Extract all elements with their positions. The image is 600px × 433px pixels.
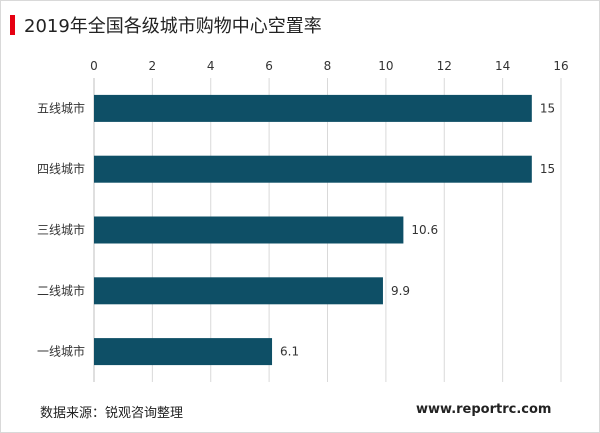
x-tick-label: 0: [90, 59, 98, 73]
data-label: 9.9: [391, 284, 410, 298]
bar: [94, 277, 383, 305]
x-tick-label: 4: [207, 59, 215, 73]
data-label: 10.6: [411, 223, 438, 237]
bar: [94, 155, 532, 183]
data-source: 数据来源：锐观咨询整理: [40, 406, 184, 421]
chart-title: 2019年全国各级城市购物中心空置率: [24, 16, 322, 37]
x-tick-label: 12: [437, 59, 452, 73]
x-tick-label: 14: [495, 59, 510, 73]
category-label: 一线城市: [37, 344, 85, 359]
category-label: 三线城市: [37, 222, 85, 237]
website-label: www.reportrc.com: [416, 402, 552, 417]
category-label: 五线城市: [37, 100, 85, 115]
category-label: 二线城市: [37, 283, 85, 298]
title-accent-bar: [10, 15, 15, 35]
data-label: 15: [540, 101, 555, 115]
x-tick-label: 2: [149, 59, 157, 73]
data-label: 15: [540, 162, 555, 176]
bar: [94, 216, 404, 244]
category-label: 四线城市: [37, 161, 85, 176]
x-tick-label: 6: [265, 59, 273, 73]
bar: [94, 94, 532, 122]
data-label: 6.1: [280, 345, 299, 359]
x-tick-label: 8: [324, 59, 332, 73]
x-tick-label: 10: [378, 59, 393, 73]
x-tick-label: 16: [553, 59, 568, 73]
bar: [94, 338, 273, 366]
